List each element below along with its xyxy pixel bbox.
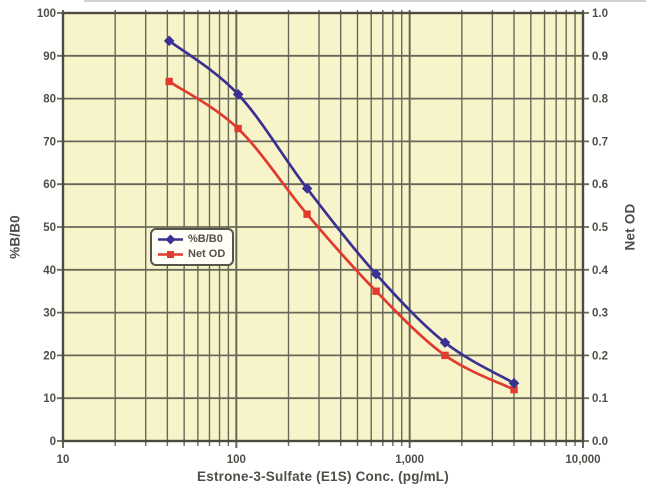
legend-item-percent-bb0: %B/B0: [157, 234, 227, 245]
y-left-tick-label: 30: [43, 308, 56, 320]
legend-item-label: %B/B0: [188, 233, 223, 246]
data-point-diamond-b-b0: [163, 35, 175, 47]
y-left-tick-label: 50: [43, 222, 56, 234]
x-axis-title: Estrone-3-Sulfate (E1S) Conc. (pg/mL): [197, 469, 449, 484]
y-right-tick-label: 0.4: [592, 265, 609, 277]
data-point-diamond-b-b0: [232, 89, 244, 100]
x-tick-label: 1,000: [395, 454, 424, 466]
plot-border: [61, 11, 585, 443]
data-point-diamond-b-b0: [508, 377, 520, 389]
y-right-tick-label: 0.7: [592, 136, 608, 148]
y-left-tick-label: 20: [43, 350, 56, 362]
x-tick-label: 100: [227, 454, 246, 466]
y-right-tick-label: 0.6: [592, 179, 608, 191]
y-left-tick-label: 80: [43, 94, 56, 106]
legend: %B/B0 Net OD: [150, 228, 234, 266]
y-right-axis-title: Net OD: [622, 203, 638, 251]
y-right-tick-label: 0.1: [592, 393, 609, 405]
data-point-diamond-b-b0: [301, 183, 313, 194]
y-left-tick-label: 60: [43, 179, 56, 191]
percent-bb0-series-swatch-icon: [158, 234, 183, 245]
y-right-tick-label: 0.2: [592, 350, 608, 362]
data-point-diamond-b-b0: [439, 337, 451, 348]
y-right-tick-label: 0.5: [592, 222, 609, 234]
data-point-square-net-od: [441, 351, 449, 360]
data-point-square-net-od: [234, 124, 242, 133]
y-left-tick-label: 0: [50, 436, 56, 448]
x-tick-label: 10,000: [565, 454, 600, 466]
y-left-tick-label: 70: [43, 136, 56, 148]
data-point-square-net-od: [372, 287, 380, 295]
data-point-square-net-od: [165, 77, 173, 86]
y-left-tick-label: 10: [43, 393, 56, 405]
y-left-tick-label: 90: [43, 51, 56, 63]
y-left-tick-label: 40: [43, 265, 56, 277]
y-right-tick-label: 0.3: [592, 308, 608, 320]
legend-item-label: Net OD: [188, 247, 226, 260]
y-right-tick-label: 1.0: [592, 8, 608, 20]
data-point-square-net-od: [510, 385, 518, 394]
cropped-edge-artifact: [84, 0, 646, 2]
y-left-axis-title: %B/B0: [7, 215, 23, 259]
y-right-tick-label: 0.9: [592, 51, 608, 63]
legend-item-net-od: Net OD: [157, 247, 227, 260]
y-left-tick-label: 100: [37, 8, 56, 20]
y-right-tick-label: 0.0: [592, 436, 608, 448]
y-right-tick-label: 0.8: [592, 94, 609, 106]
x-tick-label: 10: [57, 454, 70, 466]
data-point-square-net-od: [303, 210, 311, 218]
net-od-series-swatch-icon: [158, 250, 183, 258]
data-point-diamond-b-b0: [370, 268, 382, 280]
